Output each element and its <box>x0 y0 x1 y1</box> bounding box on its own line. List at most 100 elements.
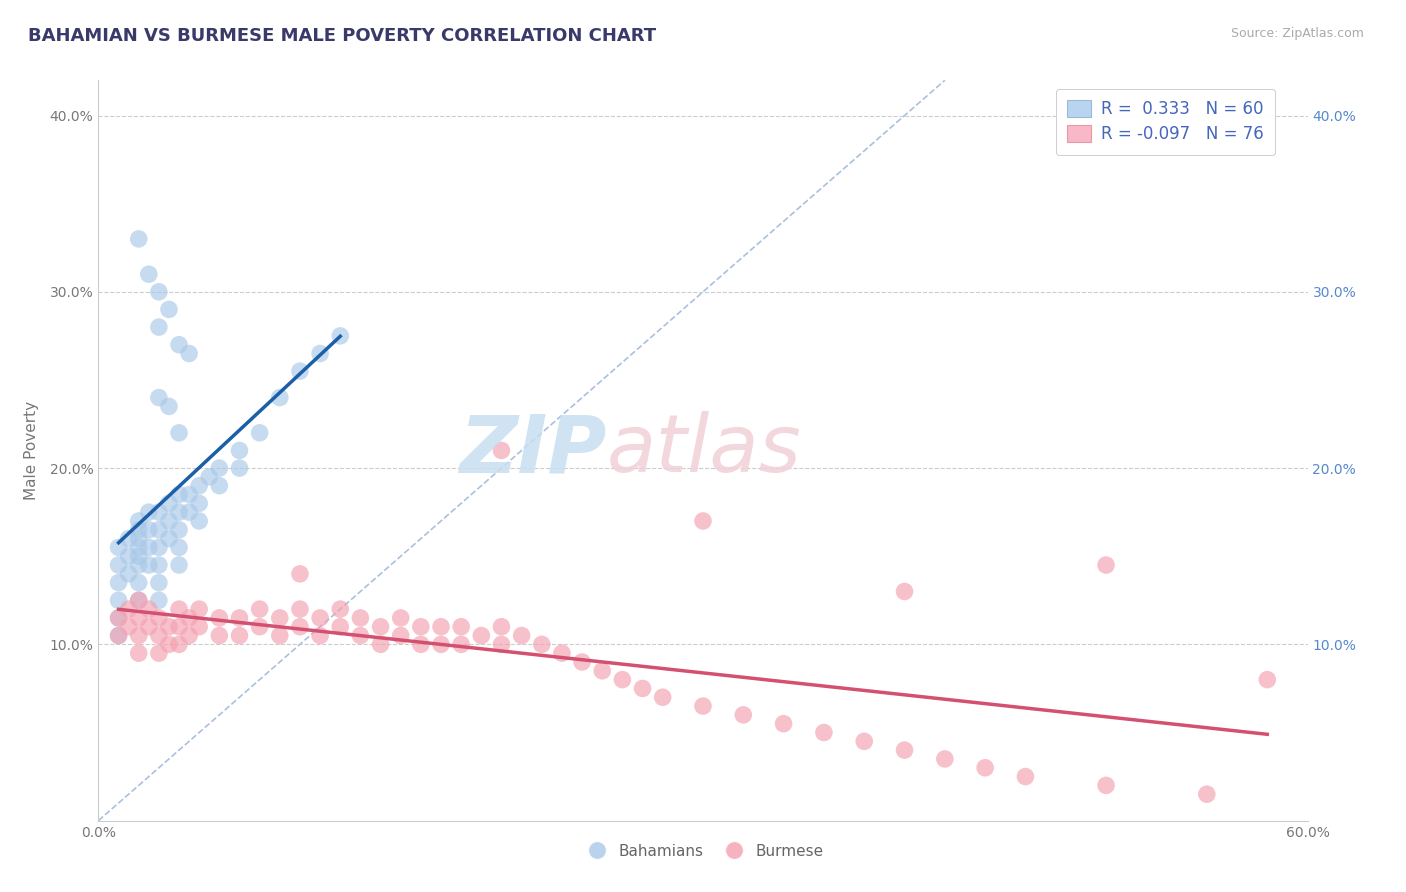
Point <box>208 479 231 493</box>
Text: Source: ZipAtlas.com: Source: ZipAtlas.com <box>1230 27 1364 40</box>
Point <box>167 337 190 351</box>
Point <box>128 593 150 607</box>
Point <box>409 637 432 651</box>
Point <box>107 628 129 642</box>
Point <box>510 628 533 642</box>
Point <box>128 593 150 607</box>
Point <box>148 285 170 299</box>
Point <box>974 761 997 775</box>
Point <box>107 611 129 625</box>
Point <box>491 620 513 634</box>
Point <box>188 496 211 510</box>
Point <box>188 479 211 493</box>
Point <box>138 620 160 634</box>
Point <box>128 611 150 625</box>
Point <box>1095 778 1118 792</box>
Point <box>389 611 412 625</box>
Point <box>631 681 654 696</box>
Point <box>128 646 150 660</box>
Point <box>269 611 291 625</box>
Point <box>450 637 472 651</box>
Point <box>853 734 876 748</box>
Point <box>288 620 311 634</box>
Point <box>128 549 150 564</box>
Point <box>138 558 160 572</box>
Point <box>157 620 180 634</box>
Point <box>157 637 180 651</box>
Point <box>167 425 190 440</box>
Point <box>128 541 150 555</box>
Point <box>128 628 150 642</box>
Point <box>128 532 150 546</box>
Point <box>370 637 392 651</box>
Point <box>1195 787 1218 801</box>
Point <box>491 443 513 458</box>
Point <box>157 514 180 528</box>
Point <box>228 461 250 475</box>
Point <box>148 541 170 555</box>
Point <box>157 496 180 510</box>
Point <box>1256 673 1278 687</box>
Point <box>1095 558 1118 572</box>
Point <box>167 487 190 501</box>
Point <box>470 628 492 642</box>
Point <box>179 628 201 642</box>
Point <box>188 602 211 616</box>
Point <box>1014 770 1036 784</box>
Point <box>167 541 190 555</box>
Point <box>138 505 160 519</box>
Point <box>228 611 250 625</box>
Point <box>692 514 714 528</box>
Point <box>249 602 271 616</box>
Point <box>107 558 129 572</box>
Text: atlas: atlas <box>606 411 801 490</box>
Point <box>138 602 160 616</box>
Point <box>571 655 593 669</box>
Point <box>118 549 141 564</box>
Point <box>148 575 170 590</box>
Point <box>148 523 170 537</box>
Point <box>148 628 170 642</box>
Point <box>179 611 201 625</box>
Point <box>329 620 352 634</box>
Point <box>128 558 150 572</box>
Point <box>128 523 150 537</box>
Point <box>409 620 432 634</box>
Point <box>148 320 170 334</box>
Point <box>288 566 311 581</box>
Point <box>249 620 271 634</box>
Point <box>329 602 352 616</box>
Point <box>167 523 190 537</box>
Point <box>198 470 221 484</box>
Point <box>288 602 311 616</box>
Point <box>228 628 250 642</box>
Point <box>167 558 190 572</box>
Point <box>651 690 673 705</box>
Point <box>148 391 170 405</box>
Point <box>309 346 332 360</box>
Point <box>389 628 412 642</box>
Point <box>228 443 250 458</box>
Point <box>167 620 190 634</box>
Point <box>208 461 231 475</box>
Point <box>430 637 453 651</box>
Point <box>772 716 794 731</box>
Point <box>269 628 291 642</box>
Point <box>430 620 453 634</box>
Point <box>167 505 190 519</box>
Point <box>813 725 835 739</box>
Point <box>128 514 150 528</box>
Text: ZIP: ZIP <box>458 411 606 490</box>
Point <box>309 628 332 642</box>
Point <box>309 611 332 625</box>
Y-axis label: Male Poverty: Male Poverty <box>24 401 38 500</box>
Point <box>249 425 271 440</box>
Point <box>157 532 180 546</box>
Point <box>692 699 714 714</box>
Point <box>188 620 211 634</box>
Point <box>148 646 170 660</box>
Point <box>491 637 513 651</box>
Point <box>148 505 170 519</box>
Point <box>157 400 180 414</box>
Point <box>530 637 553 651</box>
